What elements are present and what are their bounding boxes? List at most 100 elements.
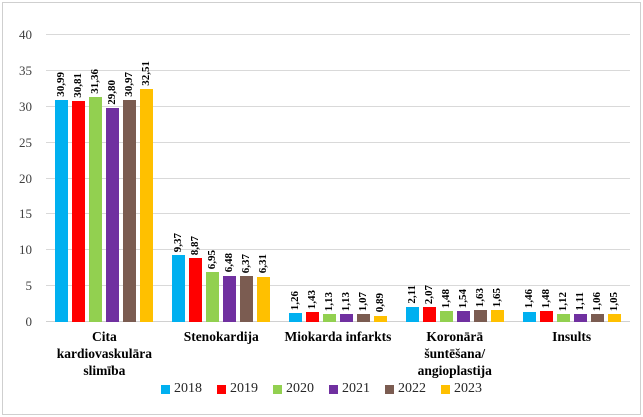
x-category-label-1: Stenokardija — [183, 329, 259, 344]
bar-2021 — [573, 314, 587, 322]
bar-col-2021: 1,54 — [456, 35, 470, 322]
bar-col-2023: 1,65 — [490, 35, 504, 322]
bar-col-2020: 31,36 — [89, 35, 103, 322]
bar-col-2018: 2,11 — [405, 35, 419, 322]
bar-2022 — [123, 99, 137, 322]
bar-value-label: 1,26 — [288, 290, 301, 310]
x-category-label-4: Insults — [552, 329, 592, 344]
legend-item-2019: 2019 — [217, 381, 258, 397]
gridline-40 — [46, 34, 630, 35]
bar-group-0: 30,99 30,81 31,36 29,80 30,97 32,51 — [46, 35, 163, 322]
legend-swatch-icon — [441, 384, 450, 394]
bar-2018 — [522, 311, 536, 322]
bar-value-label: 1,11 — [573, 292, 586, 312]
bar-2019 — [305, 311, 319, 322]
bar-col-2019: 2,07 — [422, 35, 436, 322]
gridline-15 — [46, 213, 630, 215]
bar-2023 — [373, 315, 387, 322]
bar-value-label: 30,81 — [72, 73, 85, 98]
bar-value-label: 1,48 — [439, 289, 452, 309]
bar-col-2018: 9,37 — [172, 35, 186, 322]
bar-col-2022: 1,63 — [473, 35, 487, 322]
gridline-30 — [46, 105, 630, 107]
bar-value-label: 1,63 — [473, 288, 486, 308]
bar-2022 — [590, 314, 604, 322]
bar-col-2022: 6,37 — [240, 35, 254, 322]
bar-col-2020: 1,48 — [439, 35, 453, 322]
legend-label: 2019 — [230, 381, 258, 396]
y-tick-label-5: 5 — [25, 278, 33, 294]
bar-value-label: 1,54 — [456, 288, 469, 308]
bar-2019 — [72, 100, 86, 322]
bar-col-2019: 1,48 — [539, 35, 553, 322]
x-category-label-2: Miokarda infarkts — [284, 329, 392, 344]
bar-value-label: 8,87 — [189, 236, 202, 256]
bar-2023 — [490, 310, 504, 322]
bar-col-2018: 1,26 — [288, 35, 302, 322]
bar-2023 — [140, 88, 154, 322]
bar-col-2020: 6,95 — [206, 35, 220, 322]
bar-value-label: 1,48 — [539, 289, 552, 309]
legend-item-2020: 2020 — [273, 381, 314, 397]
legend-swatch-icon — [273, 384, 282, 394]
bar-2023 — [257, 276, 271, 322]
y-tick-label-10: 10 — [19, 242, 32, 258]
bar-value-label: 1,07 — [356, 292, 369, 312]
bar-2020 — [439, 311, 453, 322]
bar-col-2020: 1,12 — [556, 35, 570, 322]
bar-2021 — [339, 313, 353, 322]
legend-item-2021: 2021 — [329, 381, 370, 397]
bar-col-2022: 1,07 — [356, 35, 370, 322]
bar-2020 — [206, 272, 220, 322]
bar-value-label: 6,31 — [257, 254, 270, 274]
bar-value-label: 30,97 — [123, 72, 136, 97]
bar-2019 — [189, 258, 203, 322]
bar-value-label: 6,95 — [206, 249, 219, 270]
gridline-10 — [46, 249, 630, 251]
gridline-20 — [46, 177, 630, 179]
bar-value-label: 1,43 — [305, 289, 318, 309]
y-tick-label-25: 25 — [19, 134, 32, 150]
legend-swatch-icon — [385, 384, 394, 394]
bar-value-label: 6,48 — [223, 253, 236, 273]
bar-group-4: 1,46 1,48 1,12 1,11 1,06 1,05 — [513, 35, 630, 322]
y-tick-label-20: 20 — [19, 170, 32, 186]
bar-2023 — [607, 314, 621, 322]
legend-label: 2021 — [342, 381, 370, 396]
plot-area: 30,99 30,81 31,36 29,80 30,97 32,51 9,37 8,87 6,… — [46, 34, 630, 322]
bar-value-label: 9,37 — [172, 232, 185, 252]
bar-2020 — [322, 313, 336, 322]
bar-group-2: 1,26 1,43 1,13 1,13 1,07 0,89 — [280, 35, 397, 322]
y-tick-label-15: 15 — [19, 206, 32, 222]
bar-2022 — [473, 310, 487, 322]
bar-value-label: 1,65 — [490, 287, 503, 308]
bar-col-2021: 6,48 — [223, 35, 237, 322]
bar-col-2022: 1,06 — [590, 35, 604, 322]
bar-col-2022: 30,97 — [123, 35, 137, 322]
legend-label: 2023 — [454, 381, 482, 396]
bar-value-label: 32,51 — [140, 61, 153, 86]
bar-value-label: 31,36 — [89, 69, 102, 94]
gridline-35 — [46, 69, 630, 71]
y-tick-label-0: 0 — [25, 314, 33, 329]
bar-value-label: 2,07 — [422, 284, 435, 305]
gridline-5 — [46, 285, 630, 287]
bar-2018 — [405, 306, 419, 322]
bar-2021 — [456, 310, 470, 322]
bar-2018 — [55, 99, 69, 322]
bar-col-2018: 1,46 — [522, 35, 536, 322]
bar-value-label: 0,89 — [373, 293, 386, 313]
legend-swatch-icon — [161, 384, 170, 394]
bar-2019 — [422, 307, 436, 322]
bar-col-2023: 0,89 — [373, 35, 387, 322]
bar-value-label: 1,13 — [322, 291, 335, 311]
bar-2022 — [356, 314, 370, 322]
bar-2020 — [556, 313, 570, 322]
y-axis: 0 5 10 15 20 25 30 35 40 — [0, 28, 40, 329]
bar-col-2023: 1,05 — [607, 35, 621, 322]
bar-2022 — [240, 276, 254, 322]
bar-2021 — [106, 108, 120, 322]
legend-label: 2020 — [286, 381, 314, 396]
bar-value-label: 1,05 — [607, 292, 620, 312]
